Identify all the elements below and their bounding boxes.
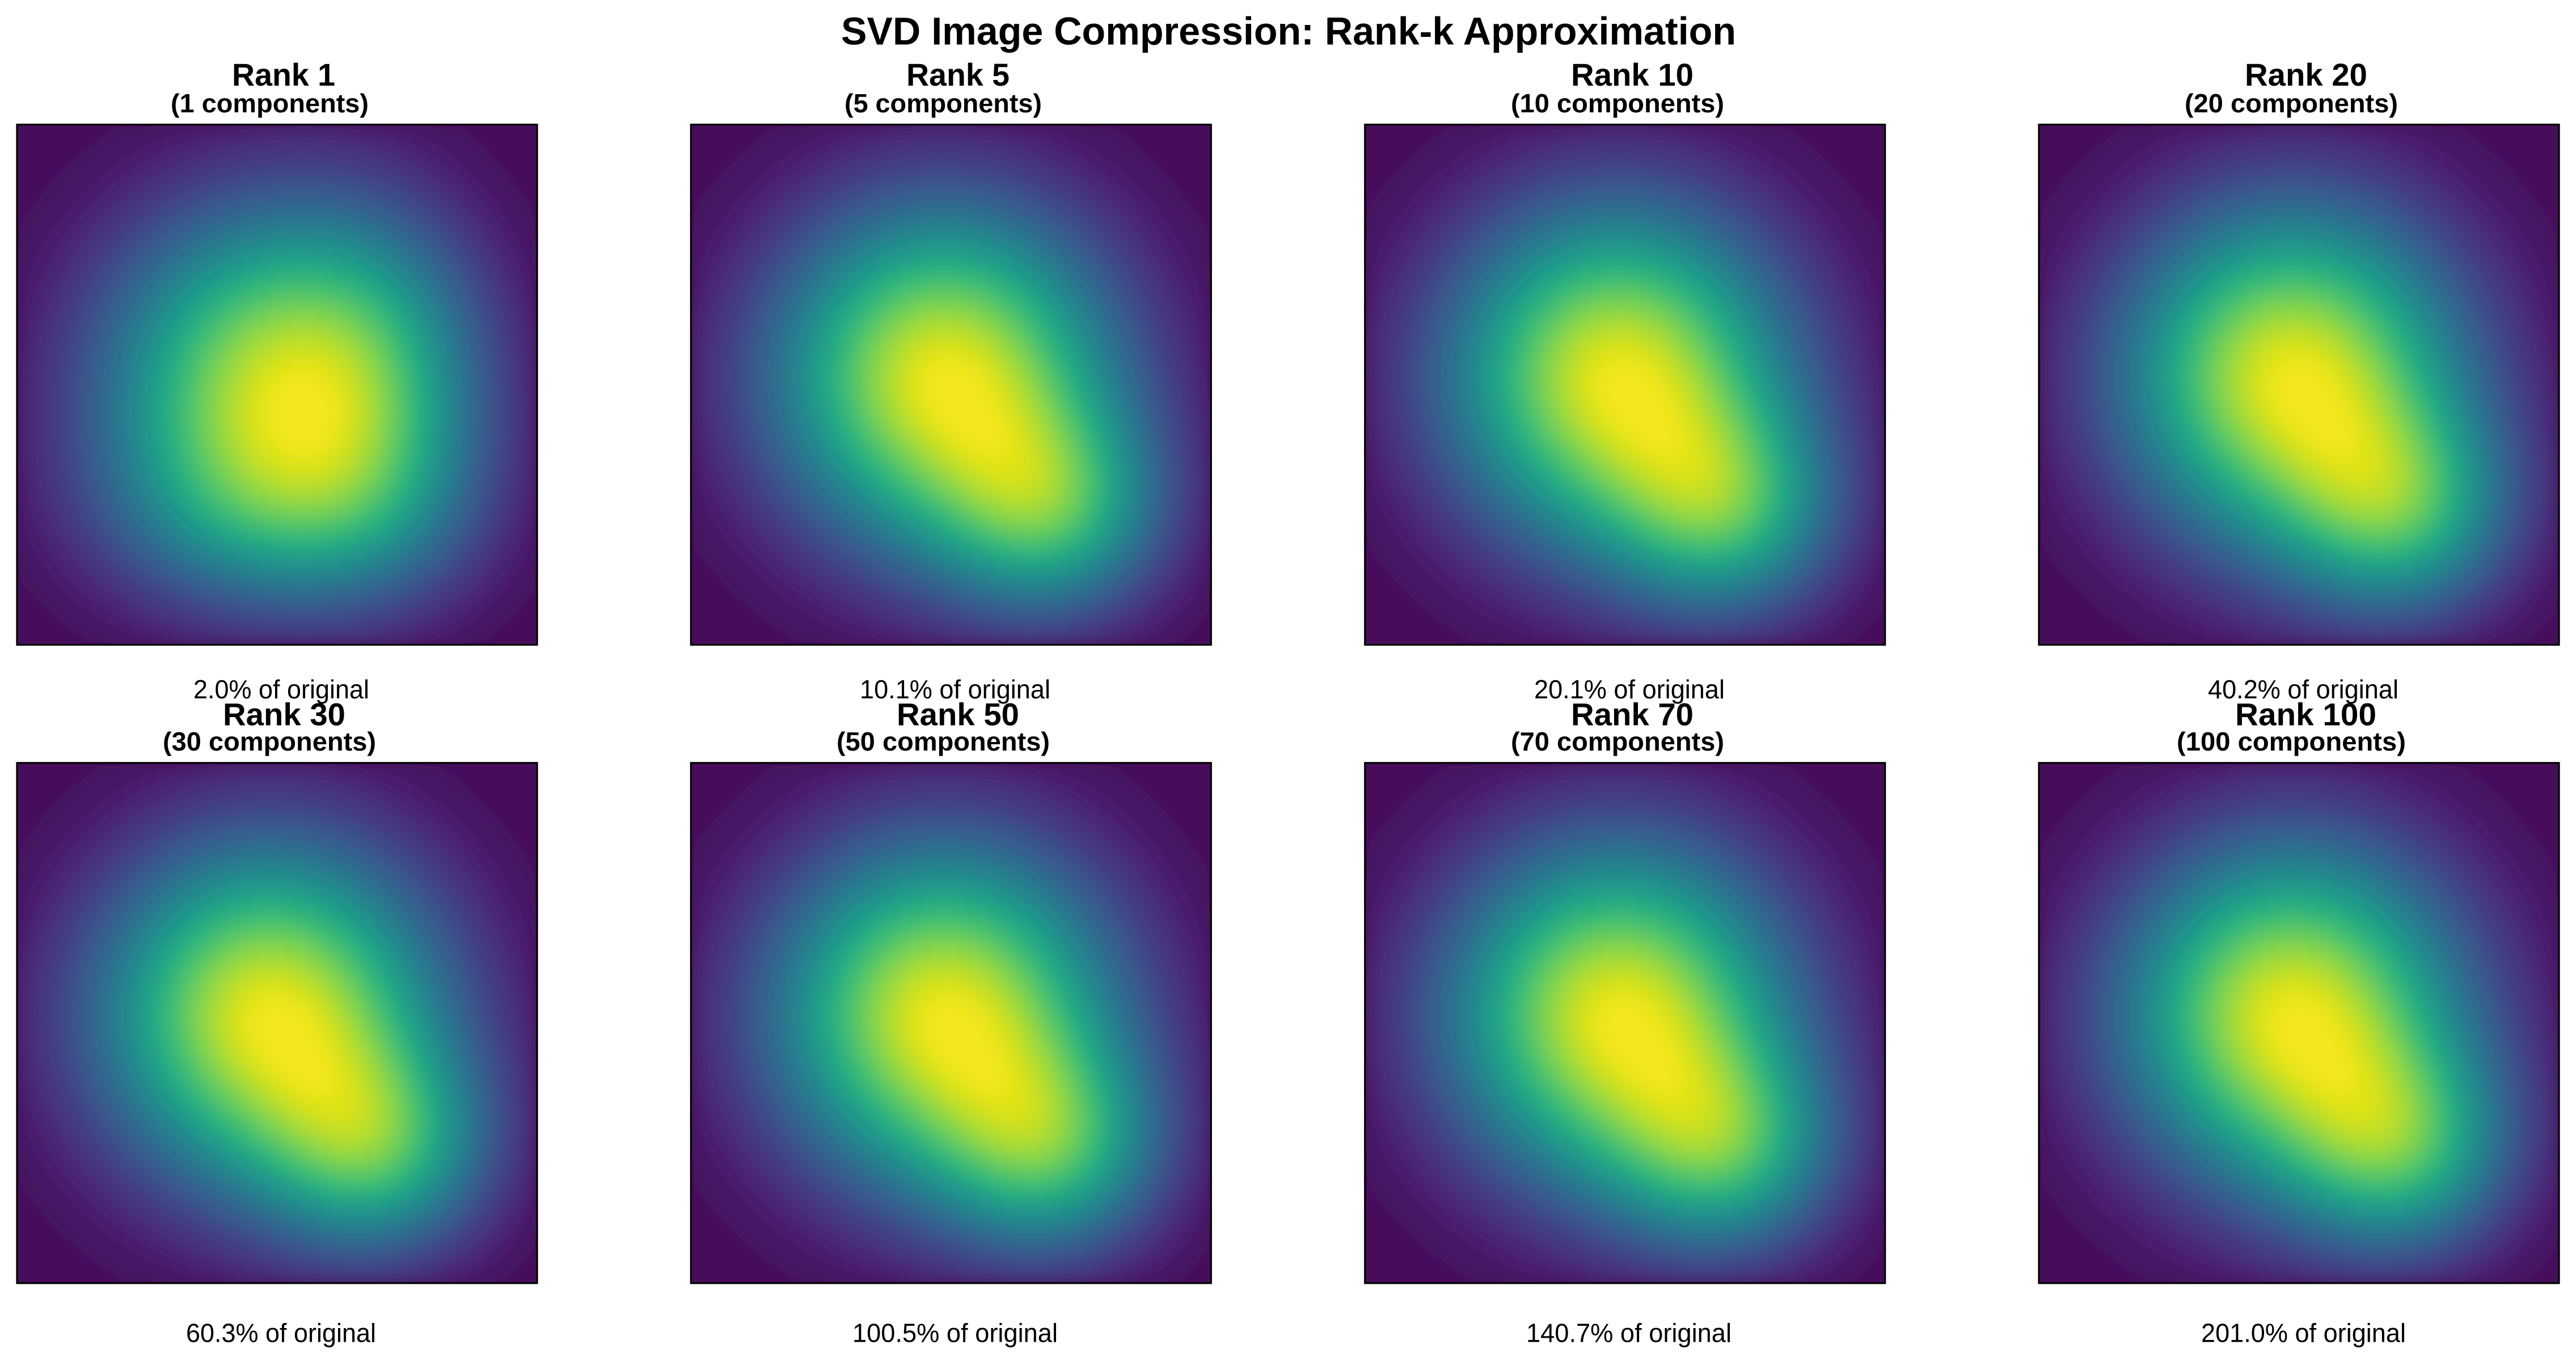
svg-text:140.7% of original: 140.7% of original [1526, 1318, 1732, 1348]
svg-text:Rank 70: Rank 70 [1571, 697, 1694, 732]
svg-text:Rank 20: Rank 20 [2245, 57, 2367, 92]
svg-text:10.1% of original: 10.1% of original [860, 675, 1050, 704]
svg-text:Rank 50: Rank 50 [897, 697, 1019, 732]
svg-text:60.3% of original: 60.3% of original [186, 1318, 376, 1348]
svg-text:20.1% of original: 20.1% of original [1534, 675, 1725, 704]
svg-text:40.2% of original: 40.2% of original [2208, 675, 2398, 704]
svg-text:Rank 30: Rank 30 [223, 697, 345, 732]
svg-text:(5 components): (5 components) [844, 88, 1042, 118]
svg-text:(10 components): (10 components) [1511, 88, 1724, 118]
svg-text:(100 components): (100 components) [2177, 727, 2406, 756]
svg-text:(20 components): (20 components) [2185, 88, 2398, 118]
svg-text:2.0% of original: 2.0% of original [193, 675, 369, 704]
svg-text:(50 components): (50 components) [837, 727, 1050, 756]
svg-text:(70 components): (70 components) [1511, 727, 1724, 756]
svg-text:(1 components): (1 components) [171, 88, 369, 118]
svg-text:Rank 10: Rank 10 [1571, 57, 1694, 92]
svg-text:(30 components): (30 components) [163, 727, 376, 756]
svg-text:100.5% of original: 100.5% of original [852, 1318, 1058, 1348]
svg-text:SVD Image Compression: Rank-k: SVD Image Compression: Rank-k Approximat… [841, 9, 1736, 53]
svg-text:Rank 1: Rank 1 [232, 57, 335, 92]
svg-text:Rank 100: Rank 100 [2235, 697, 2376, 732]
svg-text:Rank 5: Rank 5 [906, 57, 1010, 92]
svg-text:201.0% of original: 201.0% of original [2201, 1318, 2406, 1348]
